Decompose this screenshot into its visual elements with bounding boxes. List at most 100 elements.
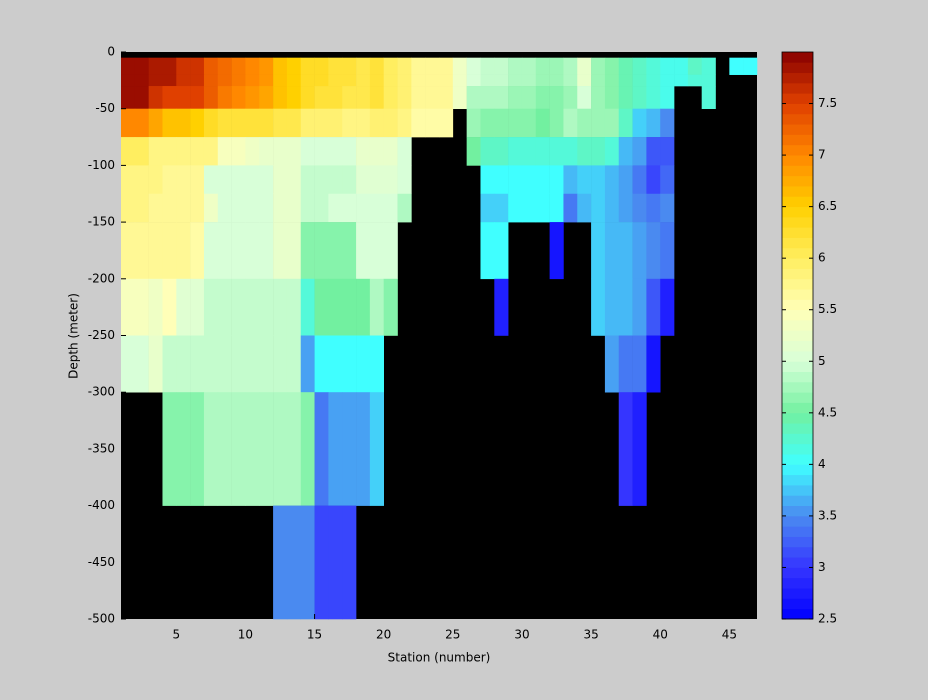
colorbar-band (782, 515, 813, 527)
cell (148, 108, 163, 138)
colorbar-band (782, 402, 813, 414)
cell (743, 57, 758, 75)
colorbar-band (782, 113, 813, 125)
cell (286, 505, 302, 620)
cell (134, 86, 149, 109)
cell (245, 222, 260, 280)
cell (300, 137, 315, 166)
cell (411, 57, 426, 75)
cell (452, 86, 467, 109)
colorbar-band (782, 258, 813, 269)
cell (494, 57, 509, 75)
cell (176, 335, 191, 393)
cell (591, 108, 606, 138)
cell (480, 222, 495, 280)
cell (286, 74, 302, 87)
cell (439, 57, 454, 75)
cell (466, 74, 481, 87)
cell (577, 57, 592, 75)
colorbar-band (782, 278, 813, 290)
colorbar-tick-label: 3.5 (818, 508, 837, 522)
cell (660, 165, 675, 195)
cell (203, 335, 219, 393)
cell (604, 108, 620, 138)
colorbar-band (782, 361, 813, 372)
colorbar-band (782, 52, 813, 63)
cell (535, 57, 550, 75)
cell (121, 222, 136, 280)
cell (342, 165, 357, 195)
colorbar-band (782, 340, 813, 352)
colorbar-band (782, 216, 813, 228)
cell (134, 165, 149, 195)
cell (439, 108, 454, 138)
cell (231, 392, 246, 506)
cell (217, 193, 232, 223)
cell (466, 86, 481, 109)
colorbar-band (782, 433, 813, 445)
cell (604, 222, 620, 280)
cell (397, 74, 412, 87)
cell (259, 335, 274, 393)
cell (549, 165, 564, 195)
cell (618, 193, 633, 223)
colorbar-band (782, 557, 813, 568)
cell (604, 165, 620, 195)
cell (342, 57, 357, 75)
cell (231, 222, 246, 280)
cell (369, 392, 384, 506)
cell (466, 108, 481, 138)
cell (674, 57, 689, 75)
cell (259, 108, 274, 138)
cell (259, 222, 274, 280)
cell (521, 86, 537, 109)
cell (231, 74, 246, 87)
cell (521, 137, 537, 166)
cell (604, 278, 620, 336)
colorbar-band (782, 588, 813, 599)
cell (604, 74, 620, 87)
cell (328, 165, 343, 195)
colorbar-tick-label: 4 (818, 457, 826, 471)
cell (190, 57, 205, 75)
cell (162, 335, 177, 393)
cell (508, 193, 523, 223)
cell (286, 57, 302, 75)
cell (660, 193, 675, 223)
y-tick-label: 0 (107, 45, 115, 59)
cell (176, 86, 191, 109)
cell (535, 193, 550, 223)
cell (618, 86, 633, 109)
x-tick-label: 20 (376, 628, 391, 642)
cell (300, 57, 315, 75)
x-axis-label: Station (number) (388, 651, 491, 665)
x-tick-label: 35 (583, 628, 598, 642)
cell (190, 86, 205, 109)
colorbar-tick-label: 6 (818, 251, 826, 265)
cell (508, 137, 523, 166)
colorbar-band (782, 330, 813, 342)
cell (162, 165, 177, 195)
cell (273, 137, 288, 166)
cell (356, 137, 371, 166)
cell (314, 222, 329, 280)
cell (591, 278, 606, 336)
cell (646, 86, 661, 109)
cell (328, 108, 343, 138)
cell (632, 74, 647, 87)
cell (134, 108, 149, 138)
cell (411, 108, 426, 138)
cell (203, 222, 219, 280)
colorbar-band (782, 144, 813, 156)
y-tick-label: -200 (88, 271, 115, 285)
cell (494, 137, 509, 166)
cell (660, 137, 675, 166)
cell (314, 137, 329, 166)
cell (701, 74, 716, 87)
cell (660, 222, 675, 280)
cell (148, 193, 163, 223)
cell (300, 278, 315, 336)
colorbar-band (782, 495, 813, 506)
cell (577, 193, 592, 223)
cell (273, 193, 288, 223)
